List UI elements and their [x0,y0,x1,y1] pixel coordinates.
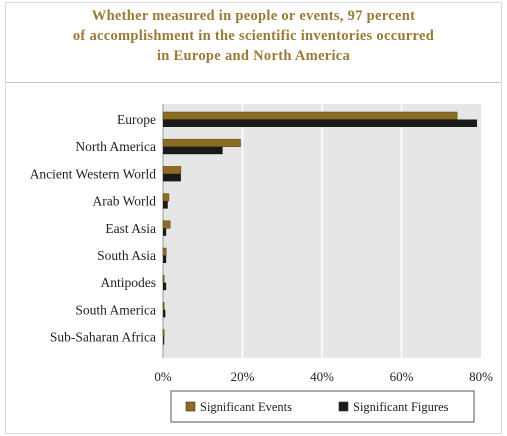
category-label: South America [75,302,156,317]
bar-significant-figures [163,119,478,127]
category-label: Ancient Western World [30,166,157,181]
category-label: Europe [117,112,156,127]
category-label: Antipodes [101,275,157,290]
bar-significant-events [162,329,165,338]
category-label: Arab World [92,194,156,209]
bar-significant-events [162,247,167,256]
bar-significant-figures [163,309,166,318]
title-divider [6,82,501,83]
chart-title-line-2: of accomplishment in the scientific inve… [72,28,435,44]
bar-significant-events [162,138,241,147]
chart-title-line-1: Whether measured in people or events, 97… [91,8,416,24]
bar-significant-figures [163,228,167,236]
bar-significant-figures [163,173,181,182]
legend-label-events: Significant Events [200,400,292,414]
bar-significant-events [162,302,165,311]
category-label: Sub-Saharan Africa [50,330,156,345]
x-tick-label: 40% [310,369,334,384]
category-label: South Asia [97,248,156,263]
x-tick-labels: 0% 20% 40% 60% 80% [154,369,493,384]
category-label: North America [75,139,156,154]
chart-title: Whether measured in people or events, 97… [0,6,507,66]
bar-significant-events [162,111,458,120]
bars [162,111,478,345]
bar-significant-figures [163,255,167,263]
x-tick-label: 0% [154,369,172,384]
legend-box [170,390,475,423]
bar-significant-events [162,274,165,283]
legend-label-figures: Significant Figures [353,400,449,414]
bar-significant-events [162,220,171,229]
chart-title-line-3: in Europe and North America [156,48,351,64]
bar-significant-events [162,166,182,175]
bar-significant-figures [163,201,168,209]
category-label: East Asia [105,221,156,236]
legend-swatch-events [185,401,196,412]
bar-significant-figures [163,282,167,291]
bar-significant-events [162,193,170,202]
x-tick-label: 20% [231,369,255,384]
x-tick-label: 80% [469,369,493,384]
x-tick-label: 60% [390,369,414,384]
bar-significant-figures [163,337,165,345]
legend-swatch-figures [338,401,349,412]
category-labels: Europe North America Ancient Western World… [30,112,157,345]
bar-significant-figures [163,146,223,155]
legend: Significant Events Significant Figures [170,390,475,423]
